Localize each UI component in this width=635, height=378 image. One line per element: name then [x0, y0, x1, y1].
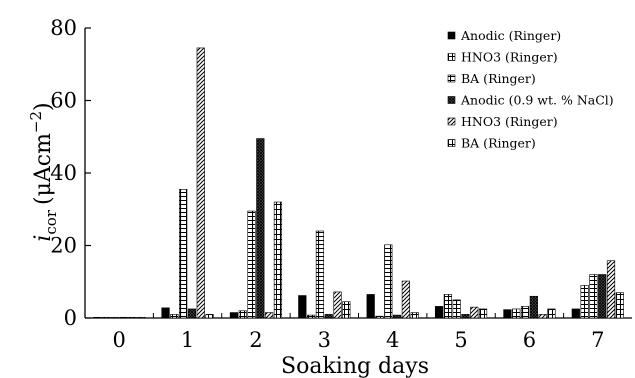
bar: [298, 295, 307, 319]
bar: [606, 260, 616, 319]
bar: [161, 307, 170, 319]
legend-swatch: [447, 74, 456, 83]
x-tick-label: 0: [113, 328, 126, 352]
bar: [366, 294, 375, 319]
bar: [333, 291, 342, 319]
bar: [470, 306, 479, 319]
bar: [119, 316, 128, 319]
bar: [128, 316, 137, 319]
bar: [401, 280, 410, 319]
y-axis-title-main: i: [31, 235, 56, 242]
legend-swatch: [447, 117, 456, 126]
bar: [571, 308, 580, 319]
legend-label: HNO3 (Ringer): [461, 50, 558, 65]
bar: [452, 299, 461, 319]
bar: [615, 292, 624, 319]
y-tick-label: 80: [50, 16, 77, 40]
legend: Anodic (Ringer) HNO3 (Ringer) BA (Ringer) A…: [447, 28, 614, 151]
legend-swatch: [447, 53, 456, 61]
x-ticks: 0 1 2 3 4 5 6 7: [113, 313, 605, 352]
legend-label: BA (Ringer): [461, 136, 536, 151]
bar: [205, 314, 214, 319]
y-axis-title-unit-sup: −2: [27, 111, 45, 133]
legend-label: HNO3 (Ringer): [461, 114, 558, 129]
bar: [170, 314, 179, 319]
bar: [101, 316, 111, 319]
bar: [238, 310, 247, 319]
bar: [384, 244, 393, 319]
bar: [265, 312, 274, 319]
bar: [443, 294, 452, 319]
bar: [137, 316, 146, 319]
bar: [229, 312, 239, 319]
bar: [179, 189, 188, 319]
legend-swatch: [447, 96, 456, 104]
y-tick-label: 40: [50, 161, 77, 185]
x-axis-title: Soaking days: [281, 354, 429, 378]
bar: [315, 230, 325, 319]
legend-label: Anodic (0.9 wt. % NaCl): [460, 93, 614, 108]
bar: [538, 314, 547, 319]
bar-groups: [93, 47, 624, 319]
bar: [187, 308, 197, 319]
bar: [503, 309, 512, 319]
legend-swatch: [447, 139, 456, 147]
x-tick-label: 3: [318, 328, 331, 352]
bar: [512, 308, 521, 319]
bar: [196, 47, 205, 319]
bar: [247, 210, 256, 319]
y-tick-label: 20: [50, 234, 77, 258]
y-ticks: 0 20 40 60 80: [50, 16, 91, 330]
legend-label: Anodic (Ringer): [460, 28, 561, 43]
x-tick-label: 2: [249, 328, 262, 352]
bar: [410, 312, 419, 319]
bar: [375, 315, 384, 319]
bar: [589, 274, 598, 319]
bar: [461, 314, 470, 319]
bar: [392, 314, 402, 319]
bar: [520, 306, 530, 319]
legend-swatch: [447, 31, 456, 40]
y-tick-label: 0: [64, 306, 77, 330]
bar: [273, 201, 283, 319]
bar: [93, 316, 102, 319]
bar: [307, 314, 316, 319]
bar: [324, 314, 333, 319]
y-axis-title-unit-close: ): [31, 102, 56, 111]
bar: [434, 306, 444, 319]
bar: [256, 138, 265, 319]
bar: [529, 295, 538, 319]
y-axis-title-unit: (μAcm: [31, 133, 56, 205]
bar: [580, 285, 589, 319]
bar: [342, 301, 351, 319]
x-tick-label: 7: [591, 328, 604, 352]
x-tick-label: 1: [181, 328, 194, 352]
bar: [547, 308, 556, 319]
bar: [110, 316, 119, 319]
bar: [478, 308, 488, 319]
x-tick-label: 4: [386, 328, 399, 352]
y-axis-title: icor (μAcm−2): [27, 102, 60, 241]
legend-label: BA (Ringer): [461, 71, 536, 86]
x-tick-label: 5: [454, 328, 467, 352]
x-tick-label: 6: [523, 328, 536, 352]
y-axis-title-sub: cor: [42, 209, 60, 234]
bar: [598, 274, 607, 319]
y-tick-label: 60: [50, 89, 77, 113]
